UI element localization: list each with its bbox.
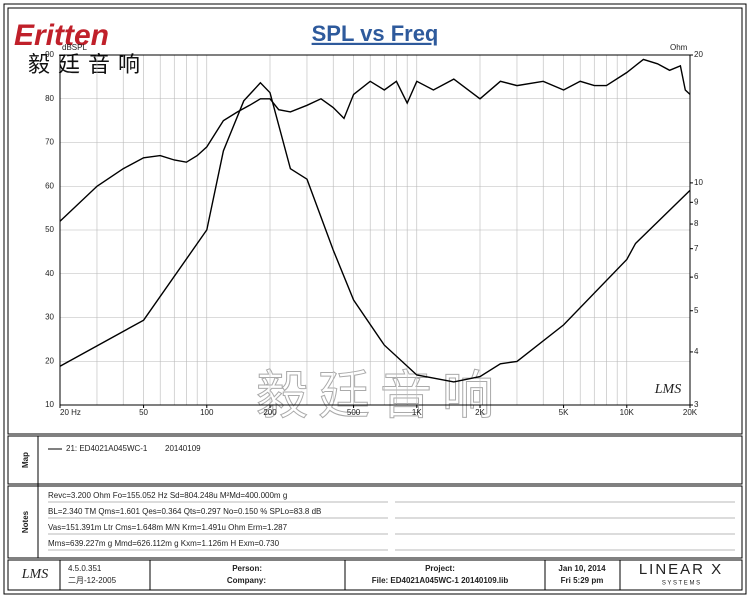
logo: Eritten — [14, 19, 109, 52]
footer-logo: LMS — [21, 567, 48, 582]
y2-tick-label: 7 — [694, 244, 699, 253]
brand: LINEAR X — [639, 561, 723, 578]
y2-tick-label: 6 — [694, 272, 699, 281]
project: Project: — [425, 564, 455, 573]
note-line: Vas=151.391m Ltr Cms=1.648m M/N Krm=1.49… — [48, 523, 288, 532]
y-tick-label: 60 — [45, 181, 54, 190]
y2-axis-label: Ohm — [670, 43, 688, 52]
footer-dividers — [59, 560, 621, 590]
x-tick-label: 200 — [263, 408, 277, 417]
y-axis-label: dBSPL — [62, 43, 87, 52]
x-tick-label: 100 — [200, 408, 214, 417]
x-tick-label: 500 — [347, 408, 361, 417]
version-date: 二月-12-2005 — [68, 576, 117, 585]
chart-panel — [7, 7, 743, 435]
plot-frame — [59, 54, 691, 406]
plot-logo: LMS — [654, 382, 681, 397]
series-line — [59, 58, 691, 222]
x-tick-label: 2K — [475, 408, 485, 417]
x-tick-label: 50 — [139, 408, 148, 417]
y-tick-label: 50 — [45, 225, 54, 234]
x-tick-label: 5K — [559, 408, 569, 417]
y2-tick-label: 8 — [694, 219, 699, 228]
y2-tick-label: 4 — [694, 347, 699, 356]
map-label: Map — [21, 452, 30, 468]
x-tick-label: 1K — [412, 408, 422, 417]
file: File: ED4021A045WC-1 20140109.lib — [372, 576, 509, 585]
y-tick-label: 80 — [45, 94, 54, 103]
company: Company: — [227, 576, 266, 585]
note-line: Revc=3.200 Ohm Fo=155.052 Hz Sd=804.248u… — [48, 491, 287, 500]
legend-date: 20140109 — [165, 444, 201, 453]
brand-sub: S Y S T E M S — [662, 581, 700, 587]
watermark: 毅廷音响 — [256, 368, 504, 426]
page-border — [3, 3, 747, 595]
x-tick-label: 20 Hz — [60, 408, 81, 417]
legend-label: 21: ED4021A045WC-1 — [66, 444, 148, 453]
notes-panel — [7, 485, 743, 559]
date: Jan 10, 2014 — [558, 564, 606, 573]
y2-tick-label: 3 — [694, 400, 699, 409]
time: Fri 5:29 pm — [561, 576, 604, 585]
y2-tick-label: 5 — [694, 306, 699, 315]
y-tick-label: 40 — [45, 269, 54, 278]
y-tick-label: 70 — [45, 138, 54, 147]
y-tick-label: 30 — [45, 313, 54, 322]
footer-panel — [7, 559, 743, 591]
y-tick-label: 20 — [45, 356, 54, 365]
y-tick-label: 10 — [45, 400, 54, 409]
chart-title: SPL vs Freq — [312, 21, 439, 46]
series-line — [59, 81, 691, 383]
version: 4.5.0.351 — [68, 564, 102, 573]
notes-label: Notes — [21, 510, 30, 533]
y2-tick-label: 20 — [694, 50, 703, 59]
note-line: Mms=639.227m g Mmd=626.112m g Kxm=1.126m… — [48, 539, 280, 548]
y2-tick-label: 9 — [694, 197, 699, 206]
y-tick-label: 90 — [45, 50, 54, 59]
x-tick-label: 10K — [620, 408, 635, 417]
x-tick-label: 20K — [683, 408, 698, 417]
note-line: BL=2.340 TM Qms=1.601 Qes=0.364 Qts=0.29… — [48, 507, 321, 516]
logo-cn: 毅廷音响 — [28, 52, 148, 77]
person: Person: — [232, 564, 262, 573]
map-panel — [7, 435, 743, 485]
y2-tick-label: 10 — [694, 178, 703, 187]
